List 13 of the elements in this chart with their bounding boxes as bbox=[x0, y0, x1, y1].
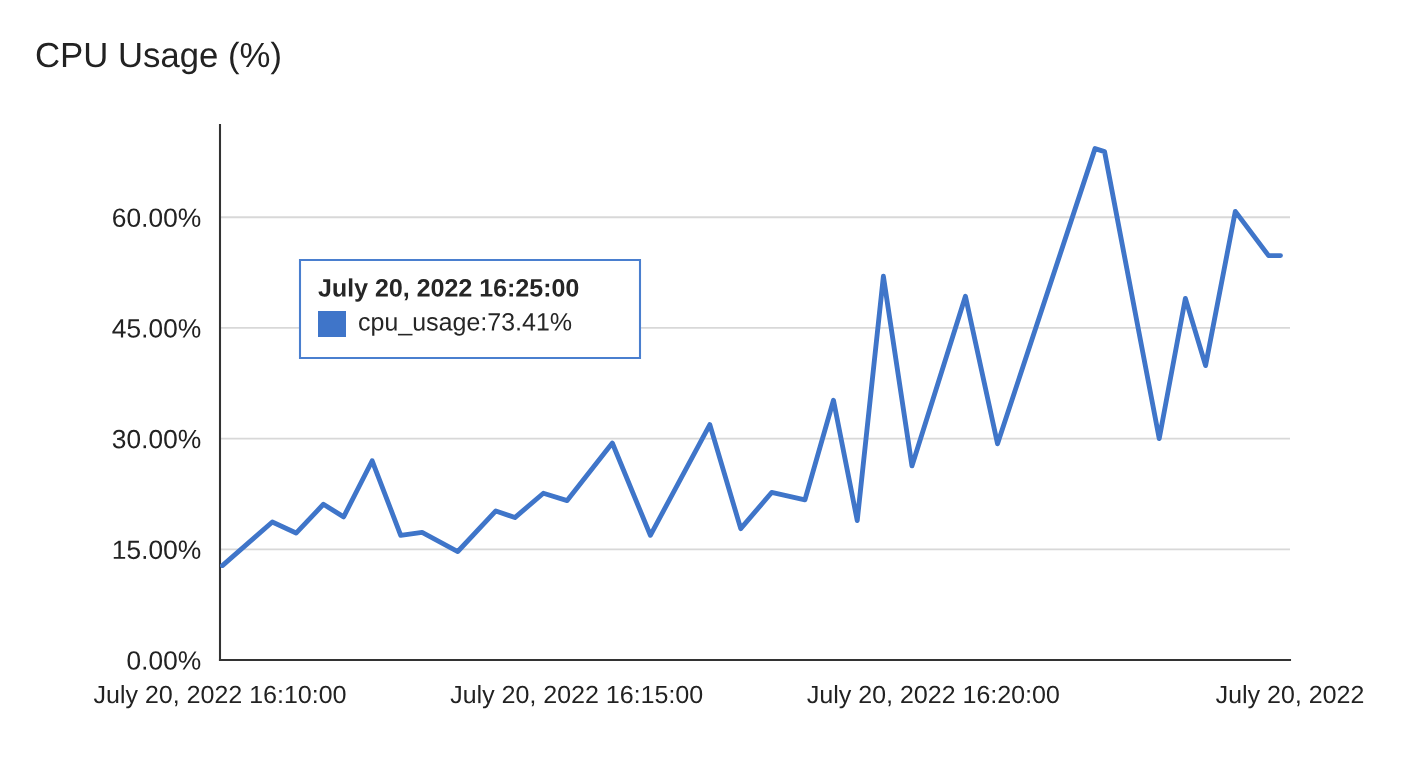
annotation: July 20, 2022 16:25:00 bbox=[318, 278, 579, 302]
x-tick-label: July 20, 2022 16:10:00 bbox=[93, 685, 346, 709]
line-series bbox=[220, 146, 1283, 568]
y-tick-label: 60.00% bbox=[113, 208, 201, 228]
y-tick-label: 0.00% bbox=[127, 651, 201, 670]
x-tick-label: July 20, 2022 bbox=[1216, 685, 1364, 709]
y-tick-label: 45.00% bbox=[112, 319, 201, 338]
x-tick-label: July 20, 2022 16:15:00 bbox=[450, 685, 703, 709]
chart-title: CPU Usage (%) bbox=[36, 41, 280, 75]
y-tick-label: 30.00% bbox=[112, 429, 201, 449]
x-tick-label: July 20, 2022 16:20:00 bbox=[807, 685, 1059, 709]
annotation: cpu_usage:73.41% bbox=[359, 313, 572, 336]
y-tick-label: 15.00% bbox=[113, 540, 201, 560]
